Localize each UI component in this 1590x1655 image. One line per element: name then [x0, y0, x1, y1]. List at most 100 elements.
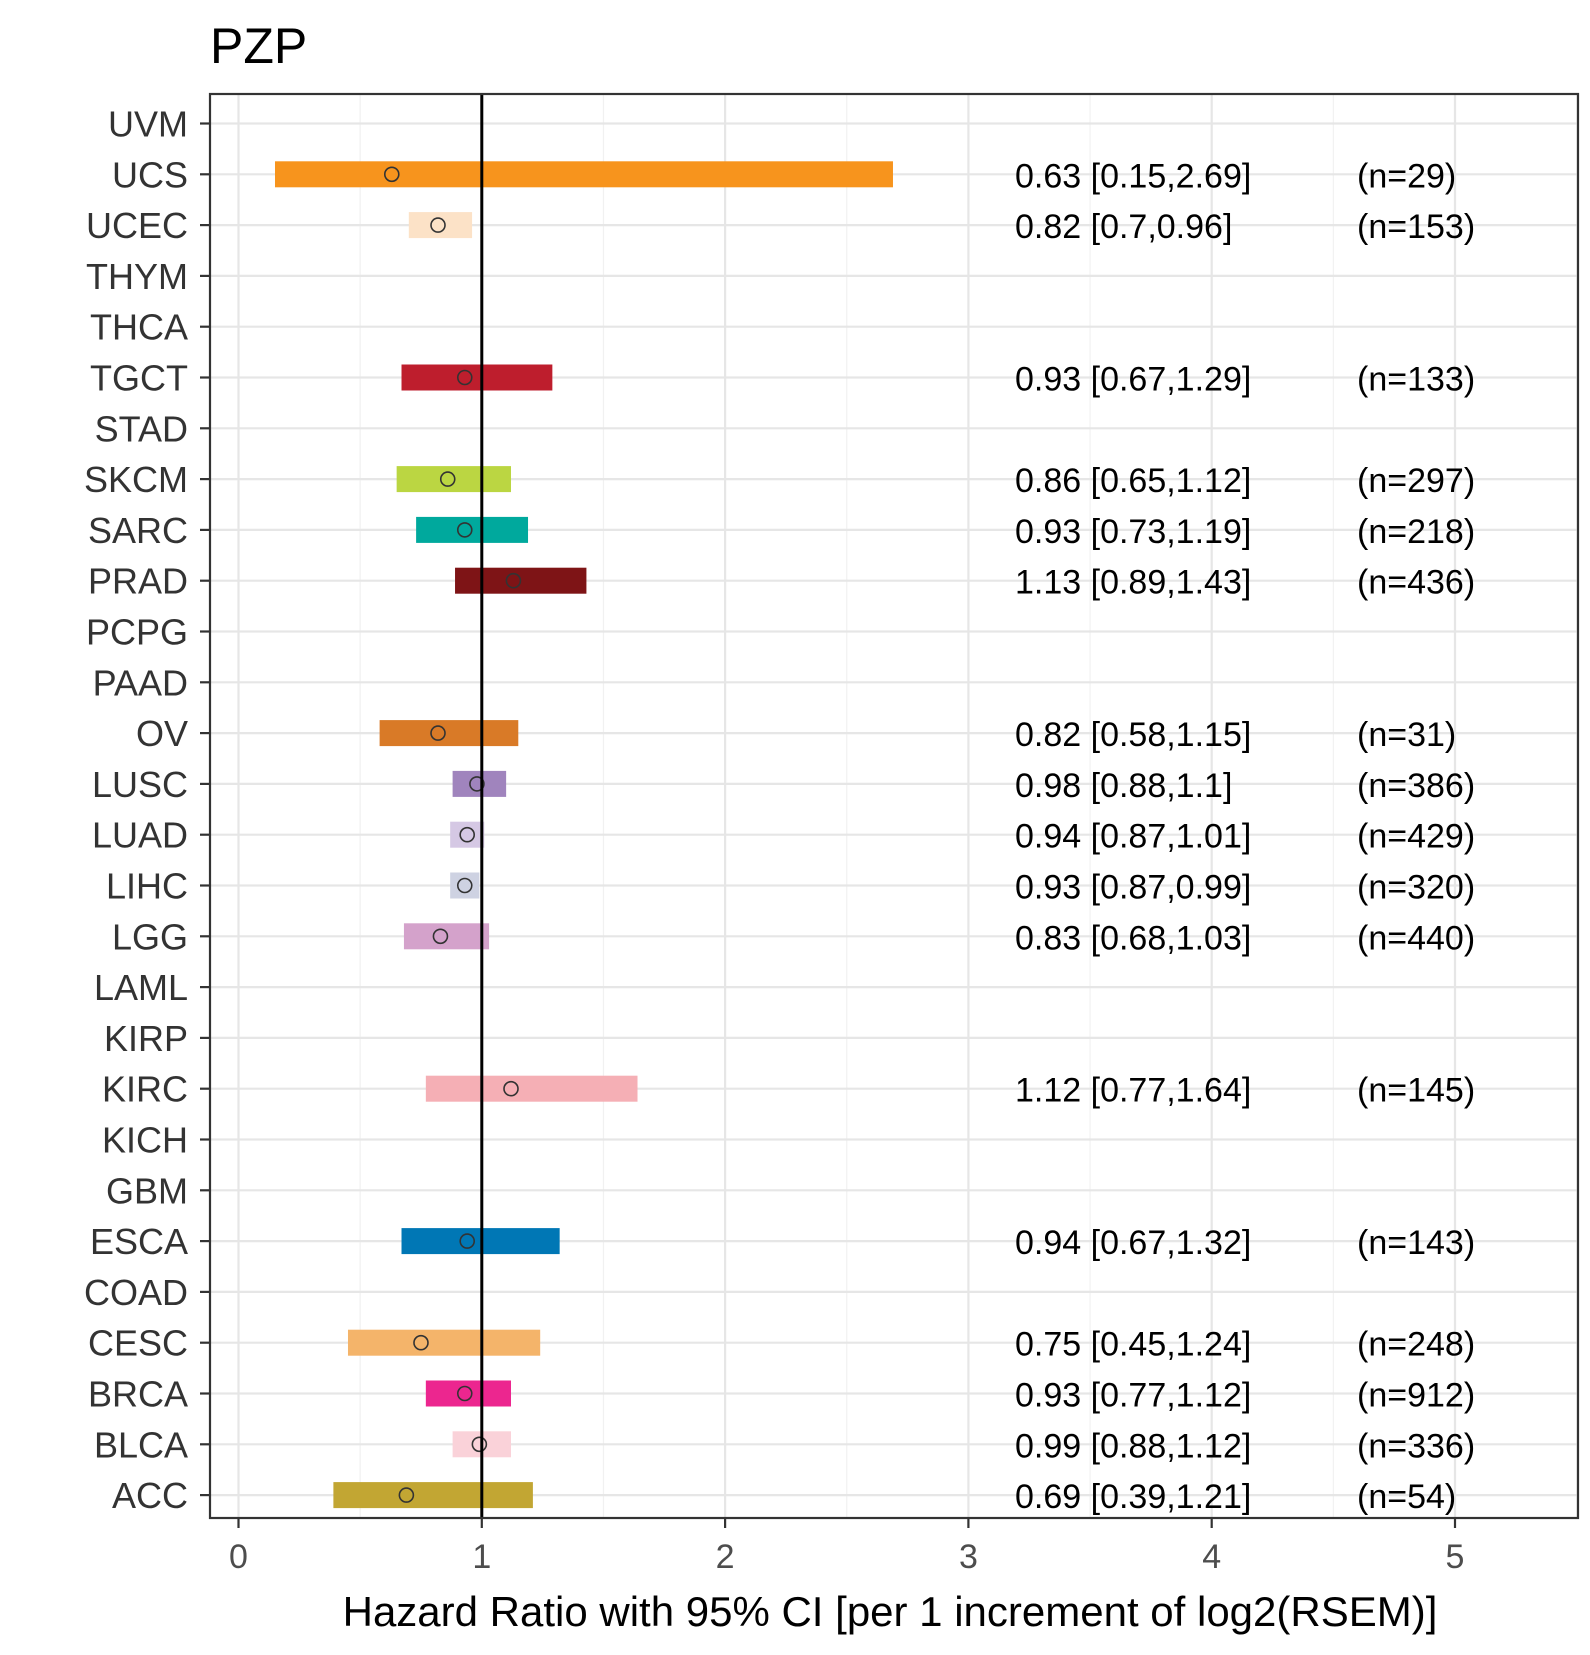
- y-tick-label: COAD: [84, 1272, 188, 1313]
- ci-bar: [450, 821, 485, 848]
- hr-ci-text: 0.94 [0.67,1.32]: [1015, 1224, 1251, 1262]
- plot-panel: [210, 94, 1578, 1518]
- hazard-ratio-point: [430, 217, 446, 233]
- y-tick-label: UCS: [112, 154, 188, 195]
- data-marks: [274, 94, 893, 1518]
- ci-bar: [274, 161, 893, 188]
- x-tick-label: 3: [959, 1538, 978, 1576]
- sample-size-text: (n=54): [1357, 1478, 1456, 1516]
- ci-bar: [403, 923, 490, 950]
- sample-size-text: (n=436): [1357, 564, 1475, 602]
- hazard-ratio-point: [430, 725, 446, 741]
- panel-background: [210, 94, 1578, 1518]
- ci-bar: [452, 770, 507, 797]
- y-tick-label: ESCA: [90, 1221, 188, 1262]
- hazard-ratio-point: [503, 1080, 519, 1097]
- y-tick-label: UCEC: [86, 205, 188, 246]
- x-axis-label: Hazard Ratio with 95% CI [per 1 incremen…: [343, 1588, 1438, 1635]
- sample-size-text: (n=145): [1357, 1072, 1475, 1110]
- sample-size-text: (n=218): [1357, 513, 1475, 551]
- hr-ci-text: 1.13 [0.89,1.43]: [1015, 564, 1251, 602]
- hr-ci-text: 0.94 [0.87,1.01]: [1015, 818, 1251, 856]
- ci-bar: [333, 1482, 533, 1509]
- hr-ci-text: 0.93 [0.67,1.29]: [1015, 361, 1251, 399]
- y-tick-label: SKCM: [84, 459, 188, 500]
- hr-ci-text: 0.93 [0.73,1.19]: [1015, 513, 1251, 551]
- x-tick-label: 4: [1202, 1538, 1221, 1576]
- y-tick-label: ACC: [112, 1475, 188, 1516]
- x-axis: 0 1 2 3 4 5: [229, 1518, 1464, 1576]
- y-tick-label: SARC: [88, 510, 188, 551]
- hazard-ratio-point: [456, 1385, 473, 1402]
- sample-size-text: (n=440): [1357, 919, 1475, 957]
- hazard-ratio-point: [469, 776, 485, 792]
- hazard-ratio-point: [398, 1487, 415, 1503]
- sample-size-text: (n=386): [1357, 767, 1475, 805]
- y-tick-label: LGG: [112, 916, 188, 957]
- chart-title: PZP: [210, 18, 307, 74]
- y-tick-label: PAAD: [93, 662, 188, 703]
- sample-size-text: (n=336): [1357, 1427, 1475, 1465]
- y-tick-label: LIHC: [106, 866, 188, 907]
- hr-ci-text: 0.93 [0.87,0.99]: [1015, 869, 1251, 907]
- hazard-ratio-point: [439, 471, 456, 487]
- hazard-ratio-point: [456, 369, 473, 386]
- hr-ci-text: 0.83 [0.68,1.03]: [1015, 919, 1251, 957]
- ci-bar: [347, 1329, 541, 1356]
- y-tick-label: LAML: [94, 967, 188, 1008]
- ci-bar: [425, 1075, 638, 1102]
- x-tick-label: 5: [1446, 1538, 1465, 1576]
- y-tick-label: UVM: [108, 104, 188, 145]
- x-tick-label: 2: [716, 1538, 735, 1576]
- hr-ci-text: 0.63 [0.15,2.69]: [1015, 157, 1251, 195]
- y-tick-label: STAD: [95, 408, 188, 449]
- ci-bar: [396, 466, 511, 493]
- hazard-ratio-point: [413, 1334, 429, 1351]
- x-tick-label: 0: [229, 1538, 248, 1576]
- hazard-ratio-point: [471, 1436, 488, 1453]
- hr-ci-text: 1.12 [0.77,1.64]: [1015, 1072, 1251, 1110]
- ci-bar: [425, 1380, 511, 1407]
- hazard-ratio-point: [456, 877, 473, 894]
- y-tick-label: THCA: [90, 307, 188, 348]
- hazard-ratio-point: [459, 1233, 476, 1249]
- y-tick-label: LUSC: [92, 764, 188, 805]
- y-tick-label: OV: [136, 713, 188, 754]
- hazard-ratio-point: [383, 166, 400, 183]
- hazard-ratio-point: [456, 522, 473, 538]
- hazard-ratio-point: [459, 826, 476, 843]
- y-tick-label: BRCA: [88, 1374, 188, 1415]
- sample-size-text: (n=429): [1357, 818, 1475, 856]
- sample-size-text: (n=912): [1357, 1377, 1475, 1415]
- y-tick-label: LUAD: [92, 815, 188, 856]
- y-tick-label: BLCA: [94, 1424, 188, 1465]
- hr-ci-text: 0.82 [0.7,0.96]: [1015, 208, 1232, 246]
- hr-ci-text: 0.82 [0.58,1.15]: [1015, 716, 1251, 754]
- y-axis: UVM UCS UCEC THYM THCA TGCT STAD SKCM SARC PRAD PC…: [84, 104, 210, 1516]
- sample-size-text: (n=153): [1357, 208, 1475, 246]
- y-tick-label: KICH: [102, 1120, 188, 1161]
- ci-bar: [379, 720, 519, 747]
- sample-size-text: (n=29): [1357, 157, 1456, 195]
- sample-size-text: (n=248): [1357, 1326, 1475, 1364]
- y-tick-label: GBM: [106, 1170, 188, 1211]
- hazard-ratio-point: [432, 928, 449, 945]
- y-tick-label: TGCT: [90, 358, 188, 399]
- ci-bar: [450, 872, 480, 899]
- panel-border: [208, 92, 1580, 1520]
- ci-bar: [408, 212, 473, 239]
- hazard-ratio-point: [505, 572, 522, 589]
- hr-ci-text: 0.93 [0.77,1.12]: [1015, 1377, 1251, 1415]
- sample-size-text: (n=320): [1357, 869, 1475, 907]
- x-tick-label: 1: [472, 1538, 491, 1576]
- y-tick-label: PCPG: [86, 612, 188, 653]
- hr-ci-text: 0.99 [0.88,1.12]: [1015, 1427, 1251, 1465]
- hr-ci-text: 0.75 [0.45,1.24]: [1015, 1326, 1251, 1364]
- sample-size-text: (n=133): [1357, 361, 1475, 399]
- y-tick-label: KIRC: [102, 1069, 188, 1110]
- sample-size-text: (n=297): [1357, 462, 1475, 500]
- hr-ci-text: 0.69 [0.39,1.21]: [1015, 1478, 1251, 1516]
- y-tick-label: CESC: [88, 1323, 188, 1364]
- sample-size-text: (n=31): [1357, 716, 1456, 754]
